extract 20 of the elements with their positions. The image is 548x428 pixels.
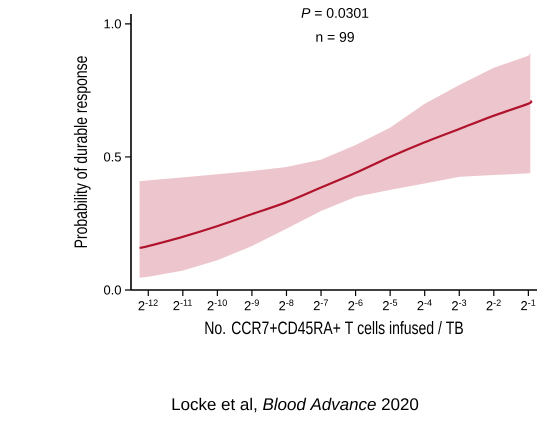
text: Locke et al, Blood Advance 2020	[172, 398, 418, 412]
x-tick-label: 2$^{-9}$	[244, 300, 259, 310]
annotation: P = 0.0301	[301, 8, 368, 18]
x-tick-label: 2$^{-12}$	[138, 300, 158, 310]
x-axis-title: No. CCR7+CD45RA+ T cells infused / TB	[205, 321, 463, 334]
x-tick-label: 2$^{-10}$	[208, 300, 227, 310]
x-tick-label: 2$^{-8}$	[279, 300, 294, 310]
y-tick-label: 0.5	[104, 152, 121, 162]
x-tick-label: 2$^{-11}$	[173, 300, 192, 310]
x-tick-label: 2$^{-1}$	[521, 300, 536, 310]
y-axis-title: Probability of durable response	[74, 56, 91, 248]
x-tick-label: 2$^{-4}$	[417, 300, 432, 310]
x-tick-label: 2$^{-3}$	[452, 300, 466, 310]
y-tick-label: 0.0	[104, 285, 121, 295]
annotation: n = 99	[316, 32, 354, 42]
x-tick-label: 2$^{-7}$	[314, 300, 328, 310]
x-tick-label: 2$^{-6}$	[348, 300, 363, 310]
x-tick-label: 2$^{-2}$	[486, 300, 501, 310]
y-tick-label: 1.0	[104, 19, 121, 28]
x-tick-label: 2$^{-5}$	[382, 300, 398, 310]
